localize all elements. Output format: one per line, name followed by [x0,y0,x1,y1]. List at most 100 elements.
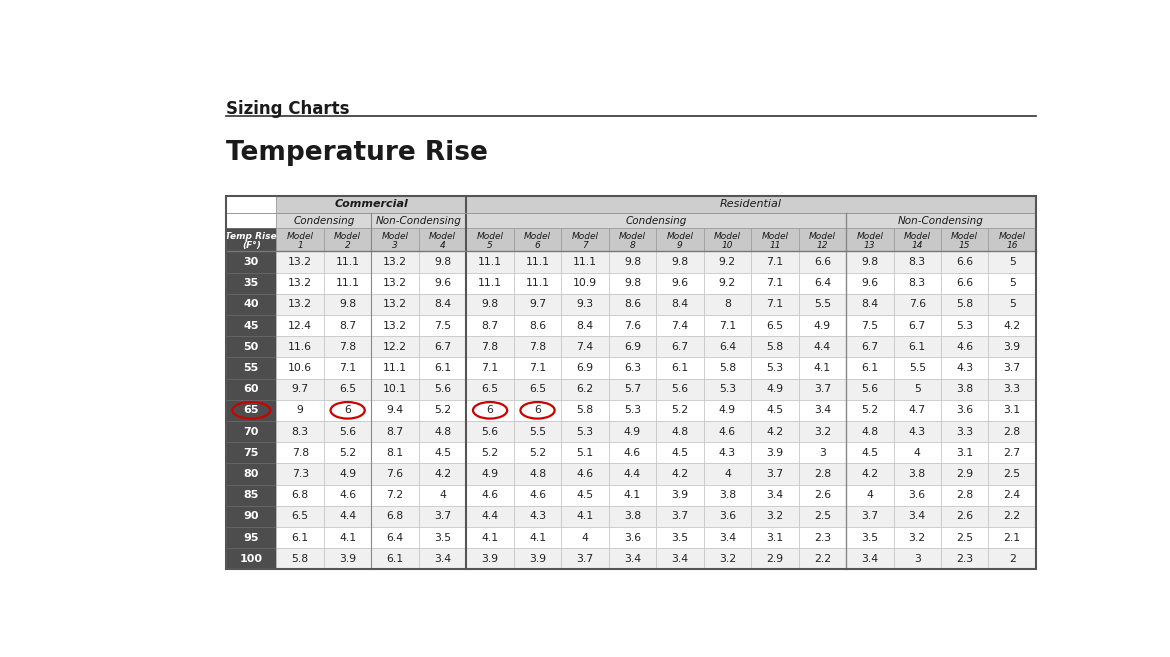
Bar [226,252,276,273]
Bar [467,421,514,442]
Text: 90: 90 [243,511,259,521]
Bar [562,442,608,463]
Bar [989,548,1035,570]
Text: 9.8: 9.8 [672,257,688,267]
Text: 2.4: 2.4 [1004,490,1020,500]
Bar [656,315,703,336]
Bar [846,273,894,294]
Bar [226,442,276,463]
Text: 6.1: 6.1 [291,533,309,543]
Bar [703,357,751,378]
Text: 7.1: 7.1 [766,257,784,267]
Text: 6.2: 6.2 [577,384,593,394]
Bar [799,252,846,273]
Text: 4.8: 4.8 [672,426,688,436]
Text: 3.3: 3.3 [956,426,973,436]
Bar [799,421,846,442]
Bar [703,273,751,294]
Bar [514,527,562,548]
Bar [608,228,656,252]
Text: 5.2: 5.2 [434,405,452,415]
Text: 65: 65 [243,405,259,415]
Text: 9.8: 9.8 [624,278,641,288]
Bar [467,196,1035,213]
Bar [467,228,514,252]
Text: 16: 16 [1006,241,1018,250]
Bar [276,421,324,442]
Bar [894,336,941,357]
Text: Commercial: Commercial [335,199,408,210]
Bar [941,294,989,315]
Bar [514,228,562,252]
Bar [514,252,562,273]
Text: 3.4: 3.4 [766,490,784,500]
Text: 8.3: 8.3 [291,426,309,436]
Text: Model: Model [762,232,789,241]
Text: 7.6: 7.6 [909,300,925,309]
Bar [467,463,514,484]
Text: 80: 80 [243,469,259,479]
Text: 5.5: 5.5 [814,300,831,309]
Bar [467,315,514,336]
Text: 7.1: 7.1 [339,363,356,373]
Bar [751,442,799,463]
Bar [226,273,276,294]
Bar [894,463,941,484]
Text: 9.8: 9.8 [861,257,879,267]
Bar [941,357,989,378]
Text: 3: 3 [392,241,398,250]
Text: 5: 5 [1009,300,1016,309]
Text: 4.6: 4.6 [482,490,498,500]
Text: 3.7: 3.7 [434,511,452,521]
Text: 9.2: 9.2 [718,257,736,267]
Text: 75: 75 [243,447,259,458]
Bar [894,527,941,548]
Text: 3.9: 3.9 [339,554,356,564]
Text: 7.1: 7.1 [718,321,736,330]
Bar [656,442,703,463]
Text: 9.6: 9.6 [861,278,879,288]
Bar [703,252,751,273]
Bar [467,484,514,506]
Bar [324,527,371,548]
Bar [226,484,276,506]
Bar [894,294,941,315]
Text: 7.8: 7.8 [339,342,356,351]
Text: 5.6: 5.6 [434,384,452,394]
Bar [941,484,989,506]
Bar [371,336,419,357]
Text: 3.2: 3.2 [766,511,784,521]
Bar [514,399,562,421]
Text: 7.4: 7.4 [577,342,593,351]
Bar [846,421,894,442]
Bar [226,506,276,527]
Text: 5: 5 [1009,278,1016,288]
Text: 4: 4 [439,490,446,500]
Bar [799,527,846,548]
Bar [989,228,1035,252]
Text: 4.9: 4.9 [718,405,736,415]
Bar [419,336,467,357]
Bar [703,527,751,548]
Text: 7.8: 7.8 [529,342,546,351]
Text: 2.6: 2.6 [956,511,973,521]
Text: 10.1: 10.1 [383,384,407,394]
Text: 5.8: 5.8 [291,554,309,564]
Text: 3.4: 3.4 [672,554,688,564]
Text: 8.1: 8.1 [386,447,404,458]
Bar [894,357,941,378]
Text: 10.9: 10.9 [573,278,597,288]
Text: 4.9: 4.9 [624,426,641,436]
Text: 1: 1 [297,241,303,250]
Bar [226,228,276,252]
Text: 4.4: 4.4 [624,469,641,479]
Text: 3.7: 3.7 [577,554,593,564]
Text: 4.8: 4.8 [529,469,546,479]
Bar [562,252,608,273]
Text: 45: 45 [243,321,259,330]
Text: Residential: Residential [721,199,782,210]
Text: 5.3: 5.3 [624,405,641,415]
Text: 4.3: 4.3 [529,511,546,521]
Text: 5.2: 5.2 [861,405,879,415]
Bar [846,378,894,399]
